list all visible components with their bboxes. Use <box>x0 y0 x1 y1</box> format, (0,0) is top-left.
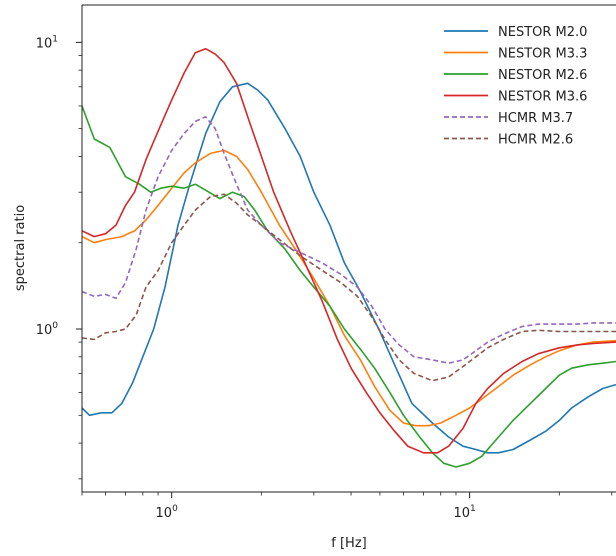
legend: NESTOR M2.0 NESTOR M3.3 NESTOR M2.6 NESTOR … <box>444 25 587 148</box>
legend-label-1: NESTOR M2.0 <box>498 25 587 40</box>
series-line-5 <box>82 116 616 365</box>
legend-label-2: NESTOR M3.3 <box>498 47 587 62</box>
series-line-1 <box>82 82 616 454</box>
series-line-4 <box>82 47 616 454</box>
legend-label-4: NESTOR M3.6 <box>498 90 587 105</box>
x-tick-label-1: 100 <box>156 504 179 521</box>
series-line-2 <box>82 149 616 427</box>
axes-layer <box>81 4 616 493</box>
plot-area <box>82 5 616 492</box>
series-layer <box>82 47 616 468</box>
y-tick-label-2: 101 <box>36 34 58 51</box>
series-line-3 <box>82 105 616 468</box>
legend-label-6: HCMR M2.6 <box>498 133 573 148</box>
y-tick-label-1: 100 <box>36 321 59 338</box>
legend-label-3: NESTOR M2.6 <box>498 68 587 83</box>
x-tick-label-2: 101 <box>453 504 475 521</box>
series-line-6 <box>82 193 616 382</box>
y-axis-title: spectral ratio <box>13 205 28 291</box>
legend-label-5: HCMR M3.7 <box>498 111 573 126</box>
x-axis-title: f [Hz] <box>331 536 366 551</box>
